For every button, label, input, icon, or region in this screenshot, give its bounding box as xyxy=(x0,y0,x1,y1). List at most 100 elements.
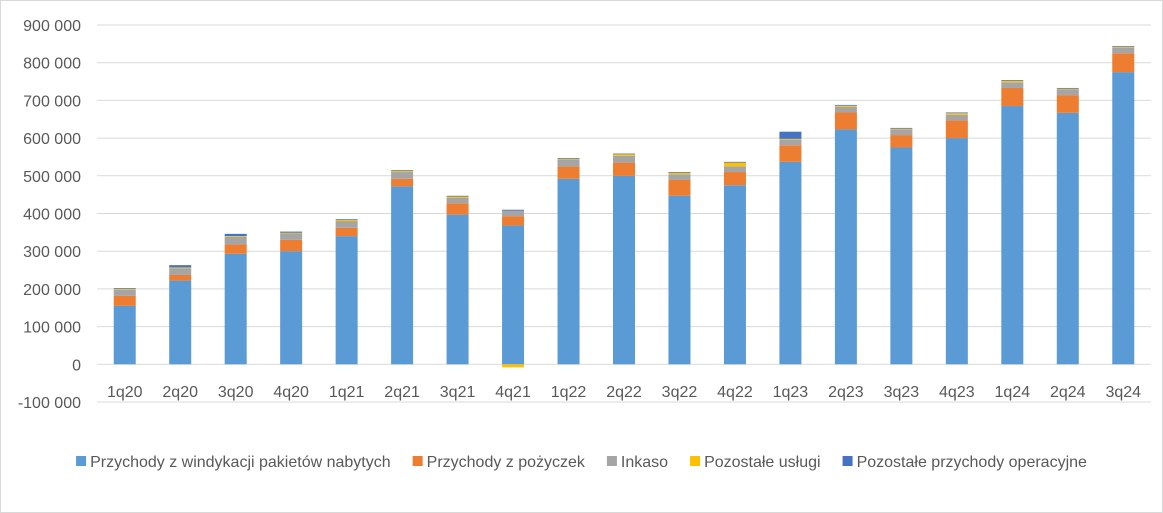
bar-segment xyxy=(723,185,746,365)
y-tick-label: 300 000 xyxy=(23,244,81,261)
bar-segment xyxy=(113,295,136,306)
bar-segment xyxy=(502,209,525,211)
bar-segment xyxy=(391,186,414,365)
bar-segment xyxy=(945,120,968,139)
x-tick-label: 1q23 xyxy=(773,384,809,401)
bar-segment xyxy=(391,178,414,187)
bar-segment xyxy=(1112,46,1135,47)
bar-segment xyxy=(1112,46,1135,48)
y-tick-label: 500 000 xyxy=(23,169,81,186)
bar-segment xyxy=(668,172,691,175)
y-tick-label: 400 000 xyxy=(23,207,81,224)
bar-segment xyxy=(335,221,358,228)
bar-segment xyxy=(169,274,192,281)
legend-item: Pozostałe przychody operacyjne xyxy=(842,454,1087,471)
legend-item: Przychody z pożyczek xyxy=(412,454,586,471)
y-tick-label: 600 000 xyxy=(23,131,81,148)
x-tick-label: 3q24 xyxy=(1105,384,1141,401)
bar-segment xyxy=(1001,80,1024,81)
x-tick-label: 1q22 xyxy=(551,384,587,401)
bar-segment xyxy=(1056,89,1079,96)
legend-label: Przychody z windykacji pakietów nabytych xyxy=(90,454,391,471)
legend-swatch xyxy=(606,456,617,466)
bar-segment xyxy=(834,112,857,130)
bar-segment xyxy=(1056,112,1079,365)
bar-segment xyxy=(169,268,192,275)
bar-segment xyxy=(779,138,802,140)
legend: Przychody z windykacji pakietów nabytych… xyxy=(76,454,1087,471)
bar-segment xyxy=(224,253,247,365)
x-tick-label: 4q20 xyxy=(273,384,309,401)
bar-segment xyxy=(113,288,136,289)
bar-segment xyxy=(890,127,913,129)
x-tick-label: 2q24 xyxy=(1050,384,1086,401)
bar-segment xyxy=(1112,53,1135,73)
x-tick-label: 3q21 xyxy=(440,384,476,401)
bar-segment xyxy=(779,161,802,365)
bar-segment xyxy=(446,195,469,197)
y-tick-label: 700 000 xyxy=(23,93,81,110)
legend-label: Pozostałe usługi xyxy=(704,454,821,471)
y-tick-label: -100 000 xyxy=(18,395,81,412)
bar-segment xyxy=(1001,106,1024,365)
y-tick-label: 900 000 xyxy=(23,18,81,35)
bar-segment xyxy=(613,162,635,176)
bar-segment xyxy=(113,305,136,365)
y-axis-tick-labels: 900 000 800 000 700 000 600 000 500 000 400 0… xyxy=(18,18,81,412)
x-tick-label: 2q21 xyxy=(384,384,420,401)
bar-segment xyxy=(834,105,857,107)
bar-segment xyxy=(1001,82,1024,88)
bar-segment xyxy=(890,147,913,365)
x-tick-label: 2q20 xyxy=(162,384,198,401)
x-tick-label: 3q20 xyxy=(218,384,254,401)
bar-segment xyxy=(1056,87,1079,89)
bar-segment xyxy=(446,197,469,204)
y-tick-label: 800 000 xyxy=(23,56,81,73)
legend-label: Pozostałe przychody operacyjne xyxy=(857,454,1087,471)
x-tick-label: 4q22 xyxy=(717,384,753,401)
bar-segment xyxy=(613,155,635,163)
bar-segment xyxy=(169,267,192,269)
bar-segment xyxy=(723,166,746,173)
bar-segment xyxy=(890,128,913,130)
legend-swatch xyxy=(690,456,701,466)
bar-segment xyxy=(335,219,358,222)
bar-segment xyxy=(335,227,358,237)
legend-item: Inkaso xyxy=(606,454,668,471)
x-tick-label: 4q23 xyxy=(939,384,975,401)
bar-segment xyxy=(779,139,802,146)
legend-item: Przychody z windykacji pakietów nabytych xyxy=(76,454,391,471)
bar-segment xyxy=(280,239,303,252)
bar-segment xyxy=(557,158,580,159)
bar-segment xyxy=(446,196,469,198)
bar-segment xyxy=(446,214,469,365)
bar-segment xyxy=(502,225,525,365)
bar-segment xyxy=(1001,87,1024,107)
x-tick-label: 1q20 xyxy=(107,384,143,401)
bar-segment xyxy=(224,233,247,237)
y-tick-label: 100 000 xyxy=(23,320,81,337)
bar-segment xyxy=(280,251,303,365)
bar-segment xyxy=(280,232,303,234)
bar-segment xyxy=(723,172,746,186)
bar-segment xyxy=(1112,47,1135,54)
bar-segment xyxy=(224,236,247,237)
legend-label: Inkaso xyxy=(621,454,668,471)
x-tick-label: 3q22 xyxy=(662,384,698,401)
bar-segment xyxy=(834,129,857,365)
bar-segment xyxy=(557,159,580,167)
bar-segment xyxy=(335,219,358,220)
bar-segment xyxy=(834,104,857,106)
bar-segment xyxy=(945,113,968,115)
bar-segment xyxy=(335,236,358,365)
bar-segment xyxy=(557,178,580,365)
legend-swatch xyxy=(842,456,853,466)
bar-segment xyxy=(391,170,414,173)
bar-segment xyxy=(502,210,525,217)
bar-segment xyxy=(668,179,691,196)
bar-segment xyxy=(502,216,525,226)
bar-segment xyxy=(557,166,580,179)
bar-segment xyxy=(668,174,691,180)
bar-segment xyxy=(613,175,635,365)
